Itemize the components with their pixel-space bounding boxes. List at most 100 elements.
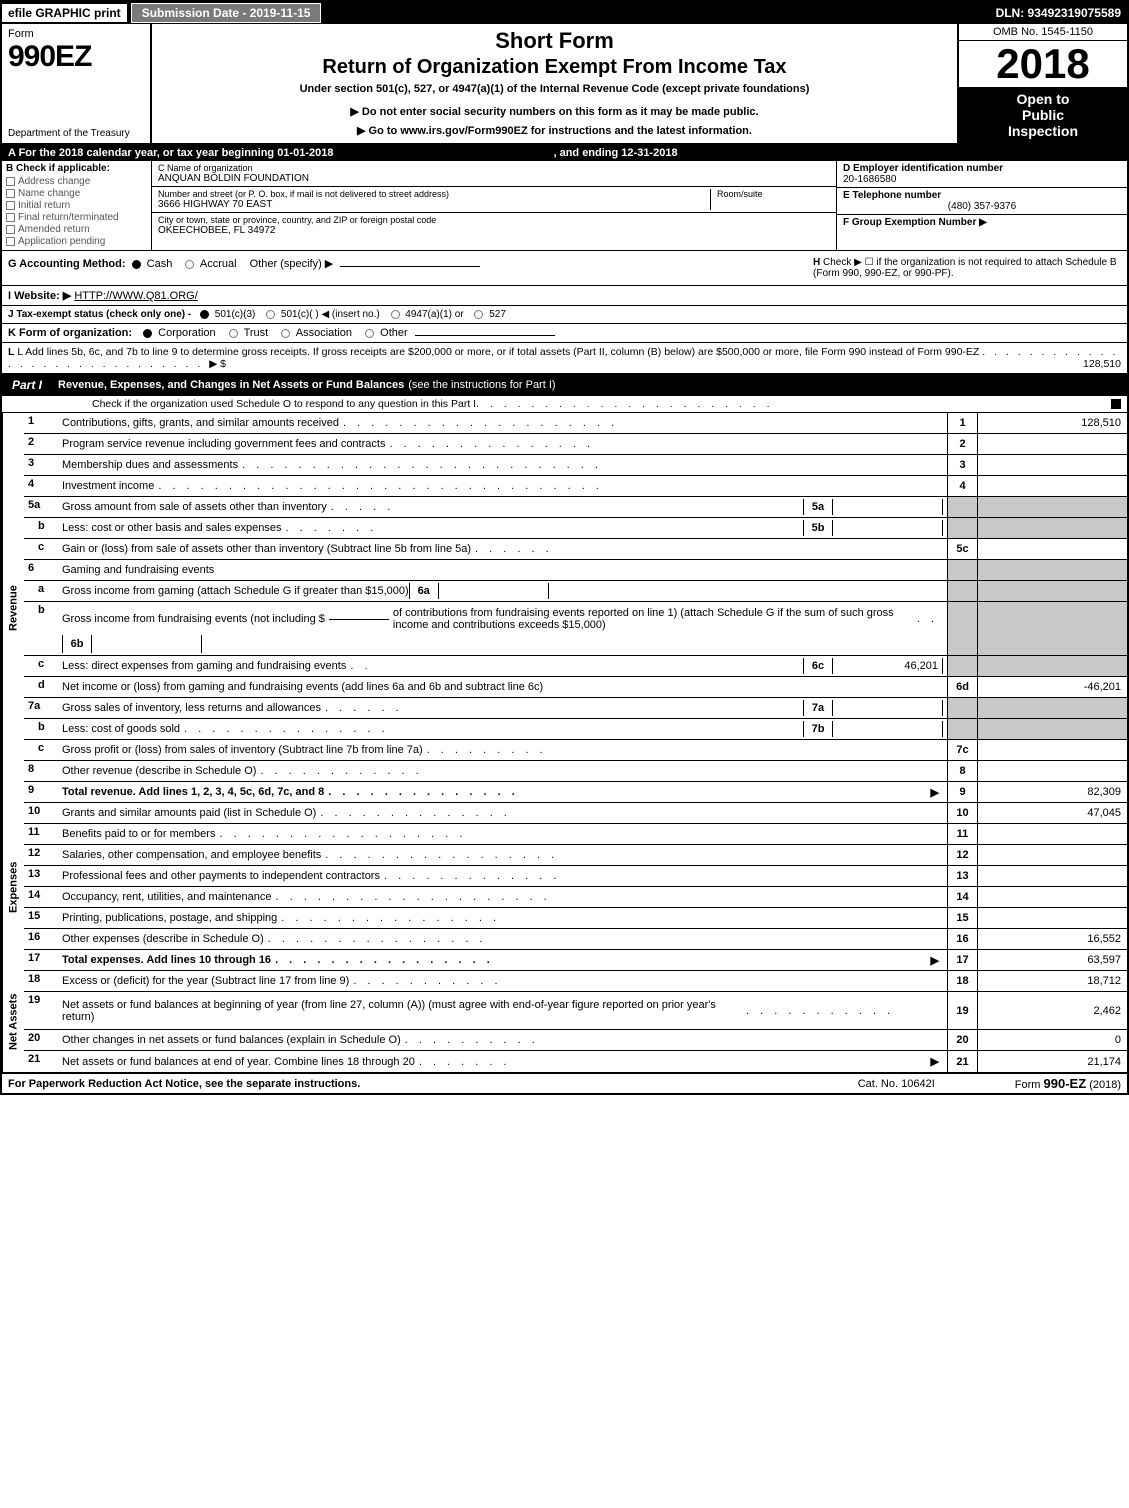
g-accrual: Accrual xyxy=(200,258,237,270)
dept-label: Department of the Treasury xyxy=(8,128,144,139)
submission-date: Submission Date - 2019-11-15 xyxy=(131,3,322,23)
cb-address-change[interactable]: Address change xyxy=(6,176,147,187)
line-5c-amount xyxy=(977,539,1127,559)
line-15: 15 Printing, publications, postage, and … xyxy=(24,908,1127,929)
accounting-method: G Accounting Method: Cash Accrual Other … xyxy=(2,251,807,285)
j-label: J Tax-exempt status (check only one) - xyxy=(8,309,191,320)
line-3-amount xyxy=(977,455,1127,475)
g-cash: Cash xyxy=(147,258,173,270)
tax-period-row: A For the 2018 calendar year, or tax yea… xyxy=(2,145,1127,161)
radio-icon[interactable] xyxy=(185,260,194,269)
k-trust: Trust xyxy=(244,327,269,339)
radio-icon[interactable] xyxy=(266,310,275,319)
cb-final-return[interactable]: Final return/terminated xyxy=(6,212,147,223)
l-text: L Add lines 5b, 6c, and 7b to line 9 to … xyxy=(17,346,979,358)
k-assoc: Association xyxy=(296,327,352,339)
line-5c: c Gain or (loss) from sale of assets oth… xyxy=(24,539,1127,560)
net-assets-lines: 18 Excess or (deficit) for the year (Sub… xyxy=(24,971,1127,1072)
blank-line xyxy=(329,619,389,620)
checkbox-icon xyxy=(6,201,15,210)
street-label: Number and street (or P. O. box, if mail… xyxy=(158,189,449,199)
dln-label: DLN: 93492319075589 xyxy=(996,6,1127,20)
line-6: 6 Gaming and fundraising events xyxy=(24,560,1127,581)
line-6c-amount: 46,201 xyxy=(833,658,943,674)
cb-amended-return[interactable]: Amended return xyxy=(6,224,147,235)
checkbox-icon[interactable] xyxy=(1111,399,1121,409)
line-15-amount xyxy=(977,908,1127,928)
line-12-amount xyxy=(977,845,1127,865)
line-11: 11 Benefits paid to or for members . . .… xyxy=(24,824,1127,845)
line-21-amount: 21,174 xyxy=(977,1051,1127,1072)
checkbox-icon xyxy=(6,225,15,234)
page-footer: For Paperwork Reduction Act Notice, see … xyxy=(2,1072,1127,1093)
line-18: 18 Excess or (deficit) for the year (Sub… xyxy=(24,971,1127,992)
line-4: 4 Investment income. . . . . . . . . . .… xyxy=(24,476,1127,497)
under-section: Under section 501(c), 527, or 4947(a)(1)… xyxy=(160,83,949,95)
radio-icon[interactable] xyxy=(365,329,374,338)
b-check-label: B Check if applicable: xyxy=(6,163,147,174)
org-name: ANQUAN BOLDIN FOUNDATION xyxy=(158,173,830,184)
website-link[interactable]: HTTP://WWW.Q81.ORG/ xyxy=(74,290,197,302)
group-exemption-box: F Group Exemption Number ▶ xyxy=(837,215,1127,230)
line-20: 20 Other changes in net assets or fund b… xyxy=(24,1030,1127,1051)
arrow-icon: ▶ xyxy=(931,954,939,967)
h-text1: Check ▶ ☐ if the organization is not req… xyxy=(823,257,1117,268)
line-1-amount: 128,510 xyxy=(977,413,1127,433)
checkbox-column: B Check if applicable: Address change Na… xyxy=(2,161,152,250)
radio-icon[interactable] xyxy=(391,310,400,319)
checkbox-icon xyxy=(6,177,15,186)
street-box: Number and street (or P. O. box, if mail… xyxy=(152,187,836,213)
line-6a: a Gross income from gaming (attach Sched… xyxy=(24,581,1127,602)
period-end: , and ending 12-31-2018 xyxy=(553,147,677,159)
i-label: I Website: ▶ xyxy=(8,290,71,302)
radio-icon[interactable] xyxy=(143,329,152,338)
cb-initial-return[interactable]: Initial return xyxy=(6,200,147,211)
line-5a: 5a Gross amount from sale of assets othe… xyxy=(24,497,1127,518)
g-other: Other (specify) ▶ xyxy=(250,258,334,270)
form-of-organization-row: K Form of organization: Corporation Trus… xyxy=(2,324,1127,343)
line-8: 8 Other revenue (describe in Schedule O)… xyxy=(24,761,1127,782)
tel-box: E Telephone number (480) 357-9376 xyxy=(837,188,1127,215)
topbar: efile GRAPHIC print Submission Date - 20… xyxy=(2,2,1127,24)
revenue-lines: 1 Contributions, gifts, grants, and simi… xyxy=(24,413,1127,803)
radio-icon[interactable] xyxy=(200,310,209,319)
line-10-amount: 47,045 xyxy=(977,803,1127,823)
form-reference: Form 990-EZ (2018) xyxy=(1015,1076,1121,1091)
radio-icon[interactable] xyxy=(281,329,290,338)
radio-icon[interactable] xyxy=(229,329,238,338)
line-20-amount: 0 xyxy=(977,1030,1127,1050)
other-line xyxy=(415,335,555,336)
line-6b-amount xyxy=(92,635,202,654)
efile-label: efile GRAPHIC print xyxy=(2,4,127,22)
part-i-header: Part I Revenue, Expenses, and Changes in… xyxy=(2,374,1127,396)
cat-number: Cat. No. 10642I xyxy=(858,1078,935,1090)
l-amount: 128,510 xyxy=(1083,358,1121,370)
line-19: 19 Net assets or fund balances at beginn… xyxy=(24,992,1127,1030)
city-box: City or town, state or province, country… xyxy=(152,213,836,238)
header-center: Short Form Return of Organization Exempt… xyxy=(152,24,957,143)
k-label: K Form of organization: xyxy=(8,327,132,339)
form-990ez-page: efile GRAPHIC print Submission Date - 20… xyxy=(0,0,1129,1095)
c-label: C Name of organization xyxy=(158,163,830,173)
cb-name-change[interactable]: Name change xyxy=(6,188,147,199)
radio-icon[interactable] xyxy=(132,260,141,269)
part-i-check-row: Check if the organization used Schedule … xyxy=(2,396,1127,413)
omb-number: OMB No. 1545-1150 xyxy=(959,24,1127,41)
tax-year: 2018 xyxy=(959,41,1127,87)
form-word: Form xyxy=(8,28,144,40)
e-label: E Telephone number xyxy=(843,190,1121,201)
website-row: I Website: ▶ HTTP://WWW.Q81.ORG/ xyxy=(2,286,1127,306)
line-5a-amount xyxy=(833,499,943,515)
ein-value: 20-1686580 xyxy=(843,174,1121,185)
h-text2: (Form 990, 990-EZ, or 990-PF). xyxy=(813,268,1121,279)
period-begin: A For the 2018 calendar year, or tax yea… xyxy=(8,147,333,159)
goto-link[interactable]: ▶ Go to www.irs.gov/Form990EZ for instru… xyxy=(160,124,949,137)
cb-application-pending[interactable]: Application pending xyxy=(6,236,147,247)
line-6b: b Gross income from fundraising events (… xyxy=(24,602,1127,656)
open-public-3: Inspection xyxy=(961,123,1125,139)
open-public-2: Public xyxy=(961,107,1125,123)
line-1: 1 Contributions, gifts, grants, and simi… xyxy=(24,413,1127,434)
line-17-amount: 63,597 xyxy=(977,950,1127,970)
radio-icon[interactable] xyxy=(474,310,483,319)
header-right: OMB No. 1545-1150 2018 Open to Public In… xyxy=(957,24,1127,143)
